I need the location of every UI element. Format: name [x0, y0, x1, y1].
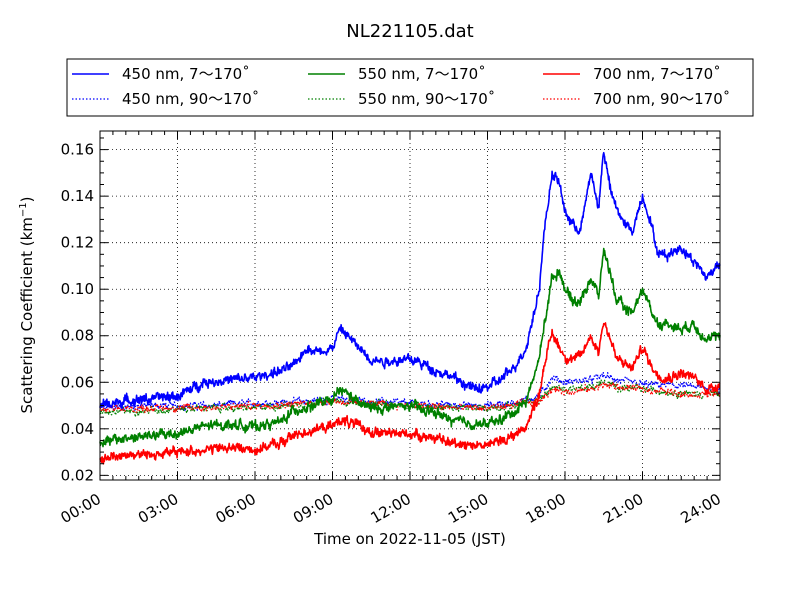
y-tick-label: 0.02 — [61, 466, 94, 484]
series-line — [99, 322, 721, 465]
y-tick-label: 0.12 — [61, 234, 94, 252]
x-axis-label: Time on 2022-11-05 (JST) — [313, 530, 506, 548]
series-line — [99, 379, 721, 418]
series-line — [99, 371, 721, 412]
legend: 450 nm, 7～170˚ 450 nm, 90～170˚ 550 nm, 7～1… — [66, 58, 754, 117]
plot-series — [99, 151, 721, 465]
legend-label: 700 nm, 7～170˚ — [593, 65, 721, 83]
legend-label: 550 nm, 90～170˚ — [358, 90, 495, 108]
y-axis-label: Scattering Coefficient (km−1) — [18, 196, 36, 413]
legend-label: 450 nm, 90～170˚ — [122, 90, 259, 108]
y-tick-label: 0.06 — [61, 373, 94, 391]
series-line — [99, 247, 721, 448]
y-tick-label: 0.08 — [61, 327, 94, 345]
chart-title: NL221105.dat — [346, 21, 473, 42]
series-line — [99, 151, 721, 410]
y-tick-label: 0.16 — [61, 141, 94, 159]
y-tick-label: 0.10 — [61, 280, 94, 298]
legend-label: 700 nm, 90～170˚ — [593, 90, 730, 108]
legend-label: 550 nm, 7～170˚ — [358, 65, 486, 83]
legend-label: 450 nm, 7～170˚ — [122, 65, 250, 83]
y-tick-label: 0.14 — [61, 187, 94, 205]
y-tick-label: 0.04 — [61, 420, 94, 438]
gridlines — [100, 131, 720, 480]
legend-box — [66, 58, 754, 117]
